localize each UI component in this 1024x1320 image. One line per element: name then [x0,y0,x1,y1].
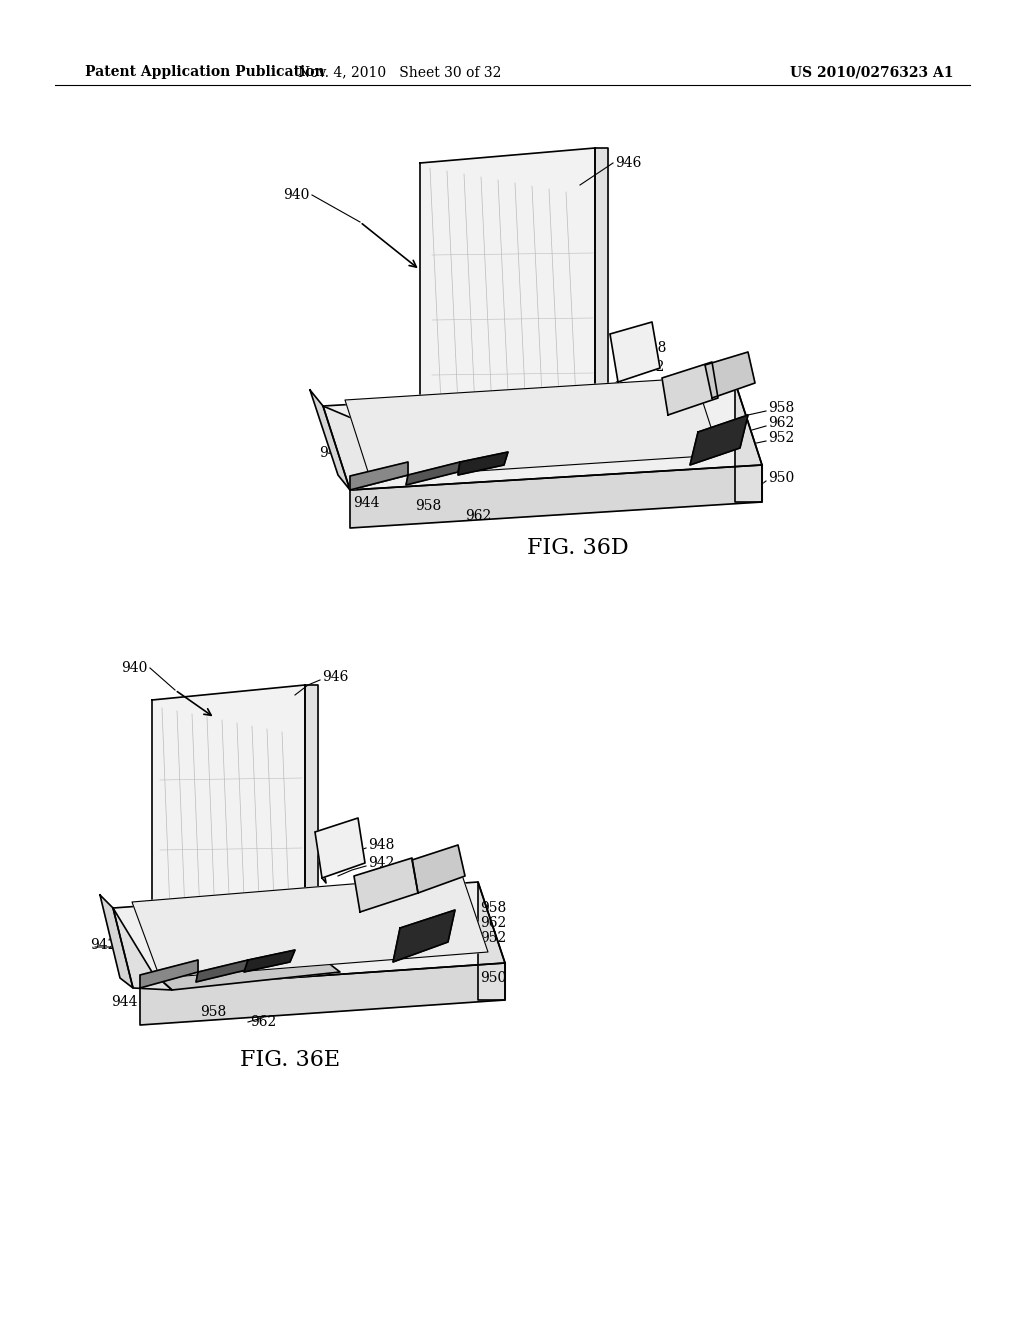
Text: 942: 942 [318,446,345,459]
Text: Patent Application Publication: Patent Application Publication [85,65,325,79]
Polygon shape [152,685,305,990]
Polygon shape [350,462,408,490]
Text: 962: 962 [768,416,795,430]
Text: 958: 958 [480,902,506,915]
Polygon shape [412,845,465,894]
Polygon shape [690,414,748,465]
Polygon shape [196,960,248,982]
Polygon shape [100,895,133,987]
Polygon shape [420,148,595,447]
Polygon shape [393,909,455,962]
Text: 946: 946 [322,671,348,684]
Text: 962: 962 [480,916,506,931]
Text: 950: 950 [480,972,506,985]
Polygon shape [310,389,350,490]
Text: 958: 958 [415,499,441,513]
Text: 946: 946 [615,156,641,170]
Polygon shape [140,964,505,1026]
Polygon shape [705,352,755,399]
Text: 940: 940 [122,661,148,675]
Text: 942: 942 [638,360,665,374]
Polygon shape [323,381,762,490]
Text: 944: 944 [112,995,138,1008]
Text: 958: 958 [200,1005,226,1019]
Polygon shape [140,960,198,987]
Polygon shape [354,858,418,912]
Polygon shape [735,381,762,502]
Polygon shape [305,685,318,972]
Polygon shape [595,148,608,430]
Polygon shape [323,407,447,490]
Polygon shape [478,882,505,1001]
Polygon shape [113,882,505,987]
Text: FIG. 36D: FIG. 36D [527,537,629,558]
Polygon shape [350,465,762,528]
Polygon shape [244,950,295,972]
Text: 958: 958 [768,401,795,414]
Polygon shape [345,378,720,478]
Polygon shape [315,818,365,878]
Text: 962: 962 [465,510,492,523]
Text: 948: 948 [640,341,667,355]
Text: Nov. 4, 2010   Sheet 30 of 32: Nov. 4, 2010 Sheet 30 of 32 [298,65,502,79]
Polygon shape [420,430,635,465]
Polygon shape [113,908,172,990]
Text: 950: 950 [768,471,795,484]
Polygon shape [152,954,340,990]
Text: 944: 944 [353,496,380,510]
Text: 962: 962 [250,1015,276,1030]
Text: 952: 952 [480,931,506,945]
Text: 952: 952 [768,432,795,445]
Polygon shape [406,462,460,484]
Text: 942: 942 [90,939,117,952]
Text: 948: 948 [368,838,394,851]
Text: 942: 942 [368,855,394,870]
Polygon shape [132,875,488,978]
Text: FIG. 36E: FIG. 36E [240,1049,340,1071]
Polygon shape [458,451,508,475]
Polygon shape [610,322,660,381]
Text: 940: 940 [284,187,310,202]
Text: US 2010/0276323 A1: US 2010/0276323 A1 [790,65,953,79]
Polygon shape [662,362,718,414]
